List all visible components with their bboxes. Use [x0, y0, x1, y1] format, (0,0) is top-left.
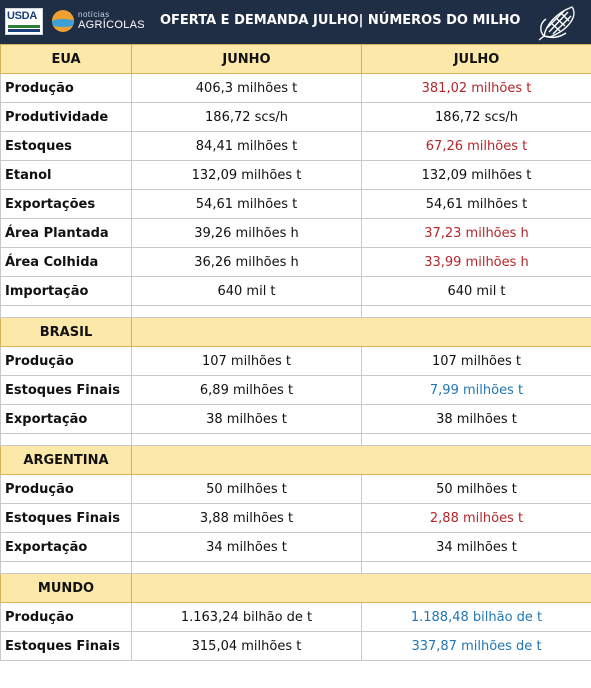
table-row: Exportação 38 milhões t 38 milhões t: [0, 404, 591, 434]
row-label: Exportação: [0, 404, 132, 434]
globe-icon: [52, 10, 74, 32]
corn-supply-demand-table: EUA JUNHO JULHO Produção 406,3 milhões t 381,…: [0, 44, 591, 661]
june-value: 34 milhões t: [131, 532, 362, 562]
row-label: Produção: [0, 602, 132, 632]
july-value: 50 milhões t: [361, 474, 591, 504]
row-label: Exportações: [0, 189, 132, 219]
logo-text-bottom: AGRÍCOLAS: [78, 19, 145, 31]
table-row: Produtividade 186,72 scs/h 186,72 scs/h: [0, 102, 591, 132]
logo-text-top: notícias: [78, 10, 110, 19]
spacer-cell: [0, 561, 132, 574]
june-value: 50 milhões t: [131, 474, 362, 504]
table-row: Produção 1.163,24 bilhão de t 1.188,48 bil…: [0, 602, 591, 632]
row-label: Estoques Finais: [0, 503, 132, 533]
section-header-row: EUA JUNHO JULHO: [0, 44, 591, 74]
july-value: 37,23 milhões h: [361, 218, 591, 248]
column-header-july: JULHO: [361, 44, 591, 74]
spacer-row: [0, 561, 591, 574]
july-value: 34 milhões t: [361, 532, 591, 562]
usda-logo: USDA: [5, 8, 43, 35]
june-value: 640 mil t: [131, 276, 362, 306]
row-label: Produtividade: [0, 102, 132, 132]
row-label: Produção: [0, 346, 132, 376]
july-value: 67,26 milhões t: [361, 131, 591, 161]
row-label: Área Colhida: [0, 247, 132, 277]
spacer-cell: [131, 433, 362, 446]
table-row: Produção 50 milhões t 50 milhões t: [0, 474, 591, 504]
table-row: Área Plantada 39,26 milhões h 37,23 milhõe…: [0, 218, 591, 248]
june-value: 132,09 milhões t: [131, 160, 362, 190]
july-value: 381,02 milhões t: [361, 73, 591, 103]
june-value: 406,3 milhões t: [131, 73, 362, 103]
june-value: 186,72 scs/h: [131, 102, 362, 132]
table-row: Importação 640 mil t 640 mil t: [0, 276, 591, 306]
july-value: 7,99 milhões t: [361, 375, 591, 405]
table-row: Produção 406,3 milhões t 381,02 milhões t: [0, 73, 591, 103]
spacer-row: [0, 305, 591, 318]
table-row: Estoques Finais 3,88 milhões t 2,88 milhõe…: [0, 503, 591, 533]
row-label: Importação: [0, 276, 132, 306]
row-label: Produção: [0, 73, 132, 103]
table-row: Área Colhida 36,26 milhões h 33,99 milhões…: [0, 247, 591, 277]
row-label: Estoques Finais: [0, 375, 132, 405]
june-value: 3,88 milhões t: [131, 503, 362, 533]
july-value: 337,87 milhões de t: [361, 631, 591, 661]
table-row: Estoques 84,41 milhões t 67,26 milhões t: [0, 131, 591, 161]
june-value: 84,41 milhões t: [131, 131, 362, 161]
report-header: USDA notícias AGRÍCOLAS OFERTA E DEMANDA…: [0, 0, 591, 44]
row-label: Área Plantada: [0, 218, 132, 248]
usda-logo-text: USDA: [7, 10, 37, 22]
row-label: Etanol: [0, 160, 132, 190]
june-value: 38 milhões t: [131, 404, 362, 434]
table-row: Exportações 54,61 milhões t 54,61 milhões …: [0, 189, 591, 219]
spacer-cell: [0, 433, 132, 446]
section-header-row: MUNDO: [0, 573, 591, 603]
july-value: 33,99 milhões h: [361, 247, 591, 277]
july-value: 38 milhões t: [361, 404, 591, 434]
june-value: 6,89 milhões t: [131, 375, 362, 405]
table-row: Etanol 132,09 milhões t 132,09 milhões t: [0, 160, 591, 190]
july-value: 186,72 scs/h: [361, 102, 591, 132]
june-value: 315,04 milhões t: [131, 631, 362, 661]
spacer-cell: [131, 305, 362, 318]
july-value: 54,61 milhões t: [361, 189, 591, 219]
july-value: 1.188,48 bilhão de t: [361, 602, 591, 632]
section-header-fill: [131, 445, 591, 475]
june-value: 36,26 milhões h: [131, 247, 362, 277]
row-label: Estoques Finais: [0, 631, 132, 661]
row-label: Exportação: [0, 532, 132, 562]
section-header-row: ARGENTINA: [0, 445, 591, 475]
spacer-cell: [361, 561, 591, 574]
june-value: 107 milhões t: [131, 346, 362, 376]
corn-icon: [538, 6, 575, 41]
noticias-agricolas-logo: notícias AGRÍCOLAS: [52, 8, 145, 36]
july-value: 2,88 milhões t: [361, 503, 591, 533]
june-value: 54,61 milhões t: [131, 189, 362, 219]
spacer-cell: [0, 305, 132, 318]
july-value: 107 milhões t: [361, 346, 591, 376]
june-value: 39,26 milhões h: [131, 218, 362, 248]
table-row: Exportação 34 milhões t 34 milhões t: [0, 532, 591, 562]
section-name: MUNDO: [0, 573, 132, 603]
section-name: EUA: [0, 44, 132, 74]
spacer-cell: [361, 433, 591, 446]
section-header-fill: [131, 317, 591, 347]
july-value: 132,09 milhões t: [361, 160, 591, 190]
column-header-june: JUNHO: [131, 44, 362, 74]
spacer-cell: [131, 561, 362, 574]
table-row: Estoques Finais 6,89 milhões t 7,99 milhõe…: [0, 375, 591, 405]
section-name: ARGENTINA: [0, 445, 132, 475]
section-header-fill: [131, 573, 591, 603]
row-label: Estoques: [0, 131, 132, 161]
spacer-row: [0, 433, 591, 446]
section-header-row: BRASIL: [0, 317, 591, 347]
june-value: 1.163,24 bilhão de t: [131, 602, 362, 632]
section-name: BRASIL: [0, 317, 132, 347]
table-row: Produção 107 milhões t 107 milhões t: [0, 346, 591, 376]
july-value: 640 mil t: [361, 276, 591, 306]
table-row: Estoques Finais 315,04 milhões t 337,87 mi…: [0, 631, 591, 661]
spacer-cell: [361, 305, 591, 318]
row-label: Produção: [0, 474, 132, 504]
page-title: OFERTA E DEMANDA JULHO| NÚMEROS DO MILHO: [160, 13, 521, 28]
